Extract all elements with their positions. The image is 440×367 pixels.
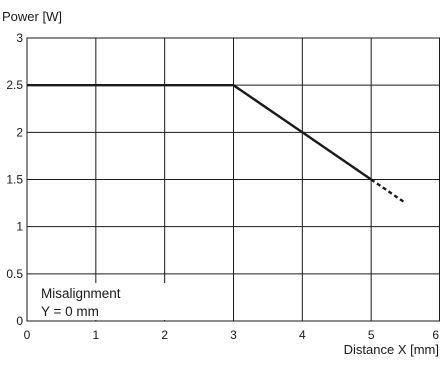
series-line-1-dashed — [370, 178, 407, 205]
y-tick-label-6: 3 — [16, 31, 23, 45]
data-series — [27, 83, 407, 205]
x-tick-label-5: 5 — [368, 328, 375, 342]
x-axis-title: Distance X [mm] — [344, 342, 439, 357]
series-line-0-solid — [27, 83, 372, 181]
y-tick-label-3: 1.5 — [6, 173, 23, 187]
annotation-line-1: Misalignment — [41, 286, 121, 301]
tick-labels: 0 0.5 1 1.5 2 2.5 3 0 1 2 3 4 5 6 — [6, 31, 439, 342]
y-tick-label-1: 0.5 — [6, 267, 23, 281]
y-axis-title: Power [W] — [2, 9, 62, 24]
annotation-background — [38, 283, 166, 320]
y-tick-label-5: 2.5 — [6, 78, 23, 92]
x-tick-label-6: 6 — [432, 328, 439, 342]
annotation-line-2: Y = 0 mm — [41, 304, 99, 319]
x-tick-label-4: 4 — [299, 328, 306, 342]
x-tick-label-3: 3 — [230, 328, 237, 342]
grid-lines — [27, 38, 440, 321]
y-tick-label-4: 2 — [16, 125, 23, 139]
x-tick-label-2: 2 — [161, 328, 168, 342]
x-tick-label-1: 1 — [92, 328, 99, 342]
misalignment-annotation: Misalignment Y = 0 mm — [38, 283, 166, 320]
y-tick-label-0: 0 — [16, 314, 23, 328]
y-tick-label-2: 1 — [16, 220, 23, 234]
x-tick-label-0: 0 — [24, 328, 31, 342]
